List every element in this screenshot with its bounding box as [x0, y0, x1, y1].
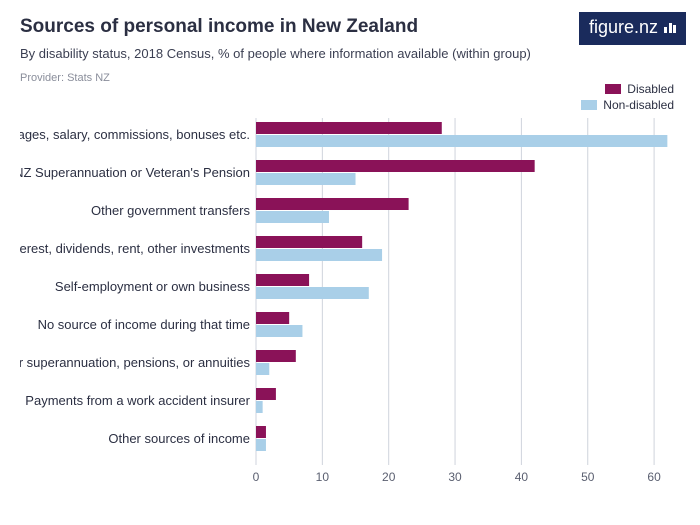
bar	[256, 236, 362, 248]
legend-swatch	[605, 84, 621, 94]
chart-provider: Provider: Stats NZ	[20, 72, 110, 84]
svg-text:40: 40	[515, 470, 529, 484]
bar	[256, 249, 382, 261]
bar	[256, 363, 269, 375]
svg-text:NZ Superannuation or Veteran's: NZ Superannuation or Veteran's Pension	[20, 165, 250, 180]
svg-text:Self-employment or own busines: Self-employment or own business	[55, 279, 251, 294]
svg-text:20: 20	[382, 470, 396, 484]
legend-label: Disabled	[627, 82, 674, 96]
brand-bars	[664, 23, 676, 33]
bar	[256, 401, 263, 413]
chart-subtitle: By disability status, 2018 Census, % of …	[20, 46, 531, 61]
bar	[256, 135, 667, 147]
legend: Disabled Non-disabled	[581, 82, 674, 114]
bar	[256, 173, 356, 185]
bar	[256, 439, 266, 451]
bar	[256, 287, 369, 299]
chart-plot: 0 10 20 30 40 50 60 Wages, salary, commissions,…	[20, 118, 674, 485]
svg-text:60: 60	[647, 470, 661, 484]
bar	[256, 325, 302, 337]
bar	[256, 426, 266, 438]
bar	[256, 160, 535, 172]
svg-text:Wages, salary, commissions, bo: Wages, salary, commissions, bonuses etc.	[20, 127, 250, 142]
bar	[256, 312, 289, 324]
svg-text:Other government transfers: Other government transfers	[91, 203, 250, 218]
bar	[256, 350, 296, 362]
svg-text:50: 50	[581, 470, 595, 484]
svg-text:No source of income during tha: No source of income during that time	[38, 317, 250, 332]
svg-text:10: 10	[316, 470, 330, 484]
svg-text:Payments from a work accident: Payments from a work accident insurer	[25, 393, 250, 408]
brand-logo: figure.nz	[579, 12, 686, 45]
bar	[256, 198, 409, 210]
bar	[256, 211, 329, 223]
svg-text:Interest, dividends, rent, oth: Interest, dividends, rent, other investm…	[20, 241, 250, 256]
legend-item: Disabled	[581, 82, 674, 96]
bar	[256, 388, 276, 400]
brand-text: figure.nz	[589, 17, 658, 38]
bar	[256, 274, 309, 286]
svg-text:Other superannuation, pensions: Other superannuation, pensions, or annui…	[20, 355, 250, 370]
svg-text:Other sources of income: Other sources of income	[108, 431, 250, 446]
svg-text:30: 30	[448, 470, 462, 484]
bar	[256, 122, 442, 134]
legend-label: Non-disabled	[603, 98, 674, 112]
legend-swatch	[581, 100, 597, 110]
legend-item: Non-disabled	[581, 98, 674, 112]
svg-text:0: 0	[253, 470, 260, 484]
chart-title: Sources of personal income in New Zealan…	[20, 16, 418, 38]
